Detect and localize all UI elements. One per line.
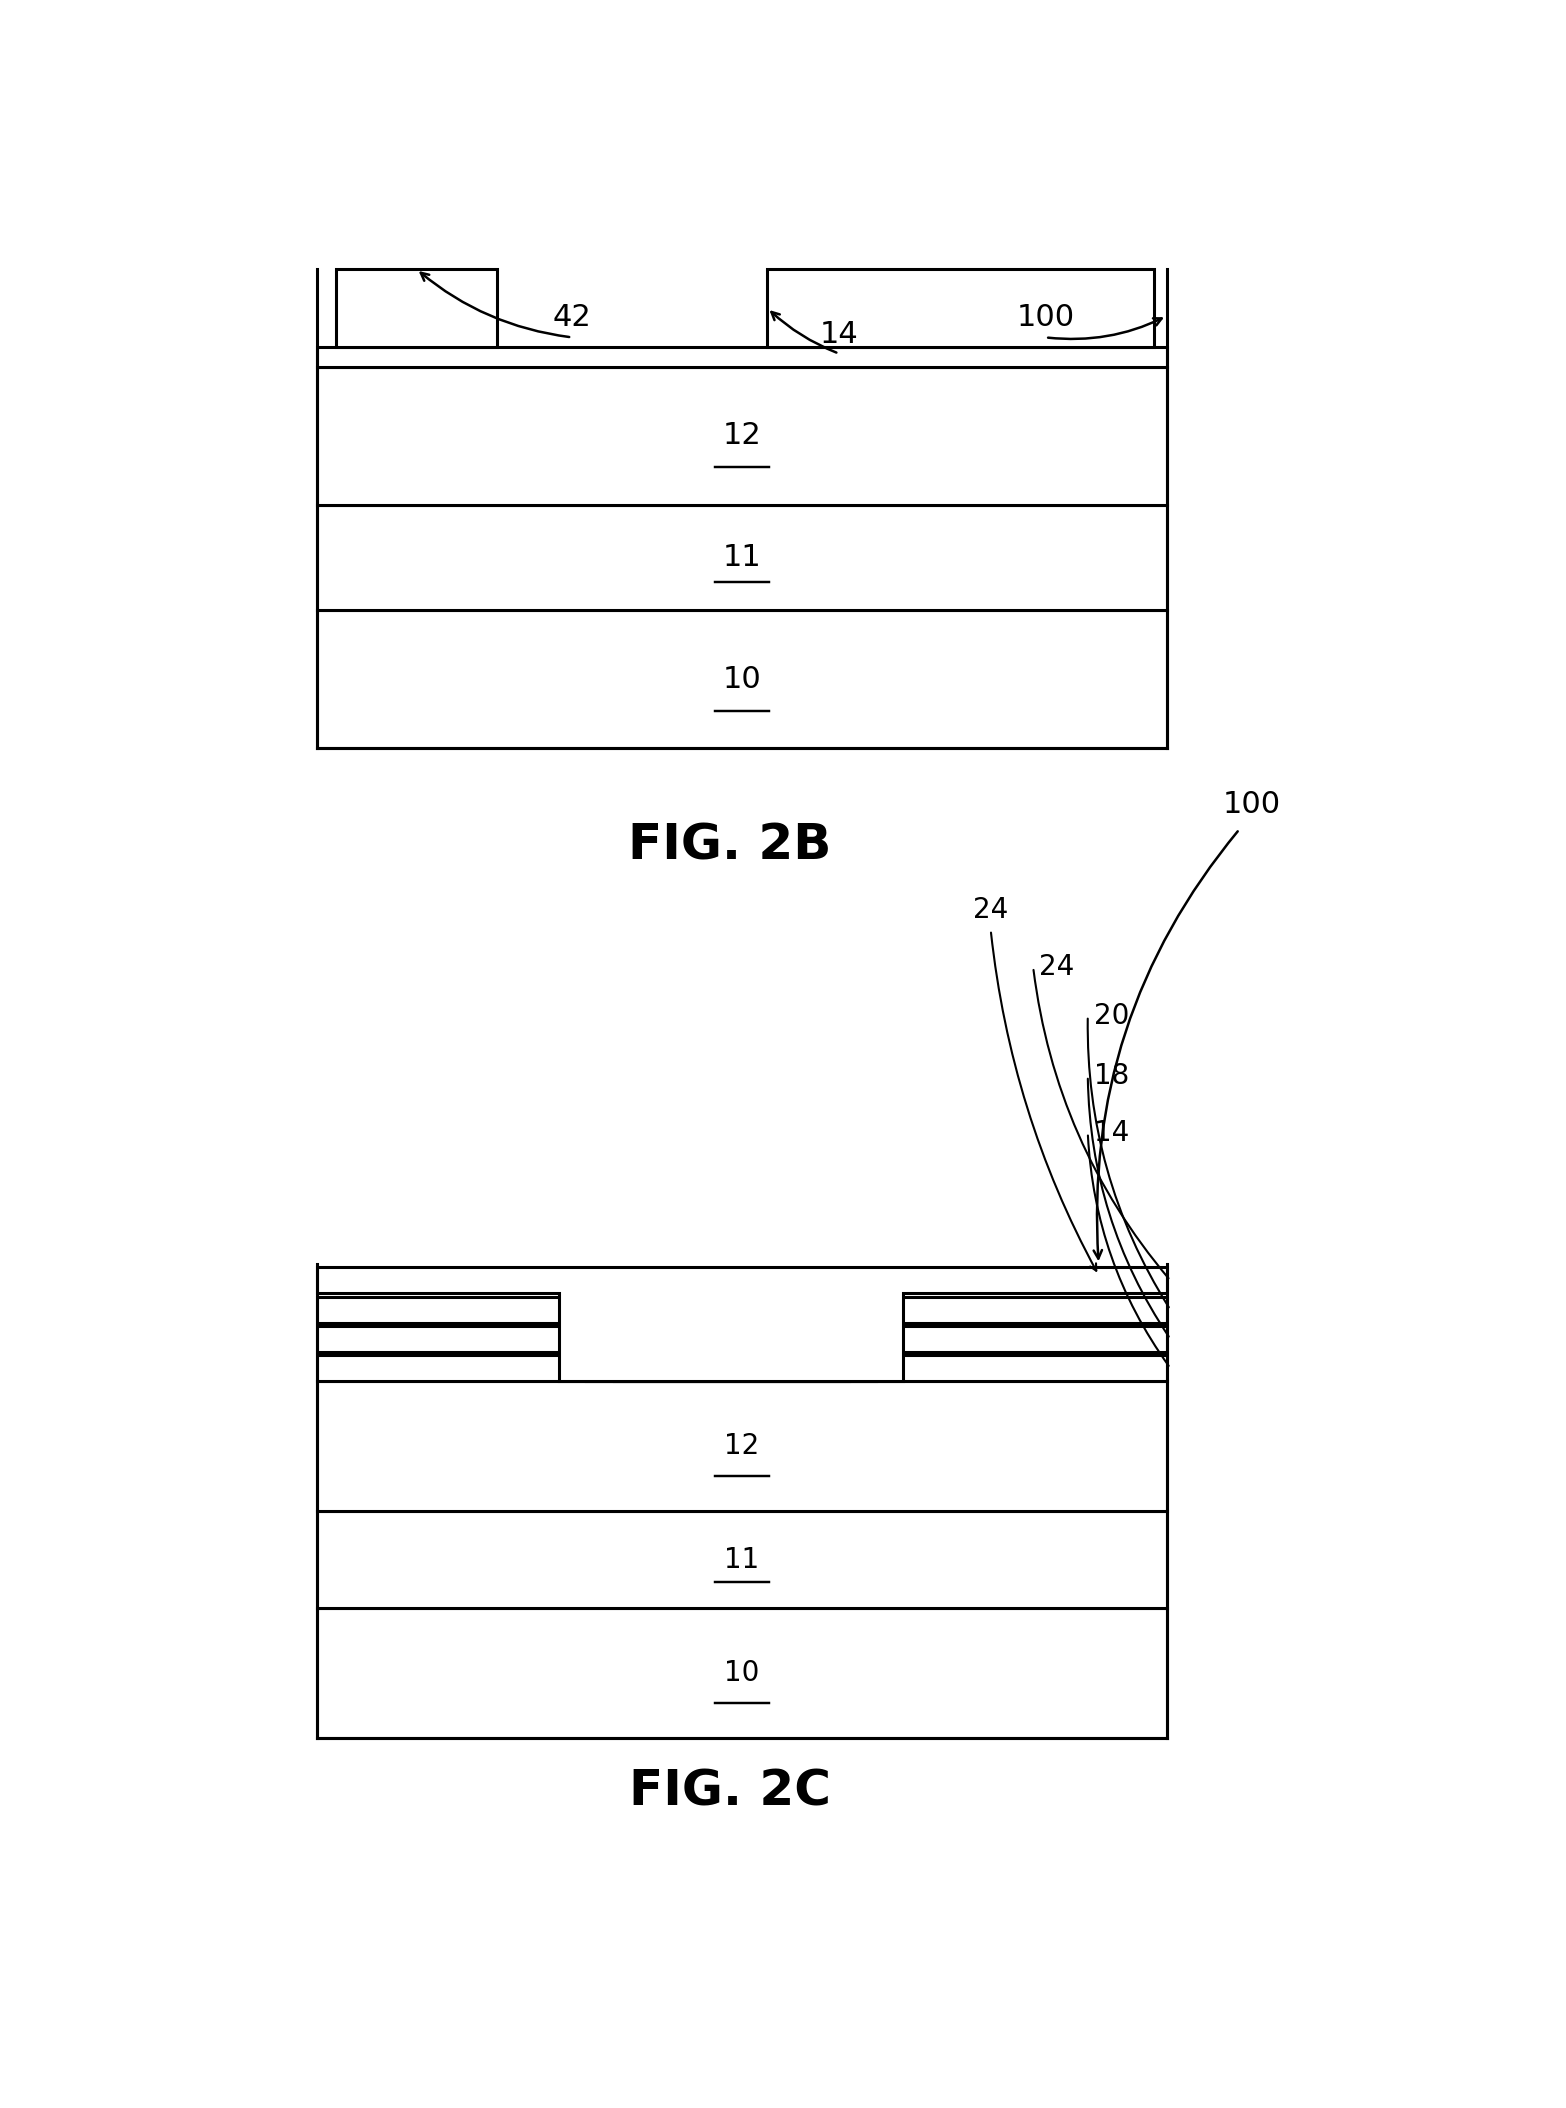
Polygon shape — [316, 1296, 1167, 1381]
Text: 10: 10 — [722, 664, 761, 694]
Bar — [767, 270, 1154, 348]
Text: 10: 10 — [723, 1659, 760, 1686]
Text: 20: 20 — [1095, 1001, 1129, 1031]
Text: 100: 100 — [1016, 304, 1074, 333]
Text: 12: 12 — [723, 1431, 760, 1461]
Polygon shape — [316, 1267, 1167, 1381]
Polygon shape — [316, 1355, 1167, 1381]
Text: 12: 12 — [722, 422, 761, 451]
Text: 11: 11 — [722, 542, 761, 571]
Text: 11: 11 — [723, 1545, 760, 1573]
Text: 14: 14 — [1095, 1119, 1129, 1147]
Bar — [316, 1608, 1167, 1739]
Text: 24: 24 — [972, 896, 1009, 923]
Bar — [316, 504, 1167, 609]
Bar — [316, 1511, 1167, 1608]
Bar — [316, 609, 1167, 748]
Text: 24: 24 — [1040, 953, 1074, 980]
Polygon shape — [316, 1326, 1167, 1381]
Text: FIG. 2B: FIG. 2B — [628, 822, 832, 868]
Text: 18: 18 — [1095, 1062, 1129, 1090]
Bar — [335, 270, 498, 348]
Bar — [316, 348, 1167, 367]
Bar — [316, 367, 1167, 504]
Text: 14: 14 — [819, 320, 858, 348]
Text: 100: 100 — [1223, 790, 1281, 820]
Bar — [316, 1381, 1167, 1511]
Text: 42: 42 — [553, 304, 592, 333]
Text: FIG. 2C: FIG. 2C — [630, 1769, 830, 1815]
